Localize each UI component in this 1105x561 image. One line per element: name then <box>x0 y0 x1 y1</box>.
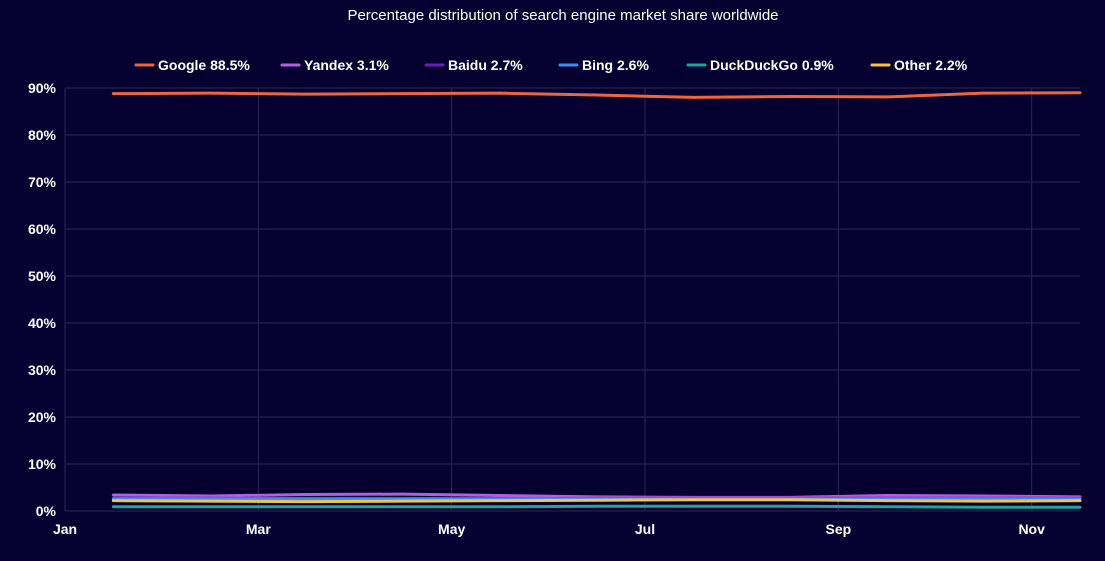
legend-item-duckduckgo[interactable]: DuckDuckGo 0.9% <box>686 57 834 73</box>
chart-title: Percentage distribution of search engine… <box>347 7 778 24</box>
legend-item-bing[interactable]: Bing 2.6% <box>558 57 649 73</box>
y-tick-label: 0% <box>36 503 57 519</box>
legend-series-name: Google <box>158 57 206 73</box>
legend-series-value: 3.1% <box>357 57 389 73</box>
x-tick-label: Sep <box>825 521 851 537</box>
legend-label: Baidu 2.7% <box>448 57 523 73</box>
legend-series-value: 2.7% <box>491 57 523 73</box>
y-tick-label: 50% <box>28 268 57 284</box>
y-tick-label: 20% <box>28 409 57 425</box>
series-line-other <box>111 498 1082 504</box>
y-tick-label: 60% <box>28 221 57 237</box>
legend-label: DuckDuckGo 0.9% <box>710 57 834 73</box>
series-line-google <box>111 91 1082 99</box>
y-tick-label: 90% <box>28 80 57 96</box>
legend-label: Yandex 3.1% <box>304 57 389 73</box>
legend-series-name: DuckDuckGo <box>710 57 798 73</box>
y-tick-label: 10% <box>28 456 57 472</box>
legend-series-name: Baidu <box>448 57 487 73</box>
legend-series-name: Bing <box>582 57 613 73</box>
gridlines <box>64 87 1080 512</box>
x-tick-label: Jan <box>53 521 77 537</box>
legend-label: Other 2.2% <box>894 57 968 73</box>
x-tick-label: Mar <box>246 521 271 537</box>
x-tick-label: Nov <box>1018 521 1045 537</box>
legend-item-yandex[interactable]: Yandex 3.1% <box>280 57 389 73</box>
legend-series-name: Other <box>894 57 932 73</box>
legend-label: Google 88.5% <box>158 57 250 73</box>
legend-label: Bing 2.6% <box>582 57 649 73</box>
y-tick-label: 40% <box>28 315 57 331</box>
legend-item-baidu[interactable]: Baidu 2.7% <box>424 57 523 73</box>
y-tick-label: 30% <box>28 362 57 378</box>
x-axis: Jan Mar May Jul Sep Nov <box>53 521 1045 537</box>
legend-item-other[interactable]: Other 2.2% <box>870 57 968 73</box>
y-tick-label: 70% <box>28 174 57 190</box>
series-line-duckduckgo <box>111 504 1082 509</box>
legend: Google 88.5% Yandex 3.1% Baidu 2.7% Bing 2.… <box>134 57 968 73</box>
y-tick-label: 80% <box>28 127 57 143</box>
legend-series-name: Yandex <box>304 57 353 73</box>
x-tick-label: May <box>438 521 465 537</box>
legend-series-value: 88.5% <box>210 57 250 73</box>
y-axis: 0% 10% 20% 30% 40% 50% 60% 70% 80% 90% <box>28 80 57 519</box>
series-lines <box>111 91 1082 509</box>
legend-item-google[interactable]: Google 88.5% <box>134 57 250 73</box>
legend-series-value: 0.9% <box>802 57 834 73</box>
legend-series-value: 2.2% <box>935 57 967 73</box>
x-tick-label: Jul <box>635 521 655 537</box>
legend-series-value: 2.6% <box>617 57 649 73</box>
